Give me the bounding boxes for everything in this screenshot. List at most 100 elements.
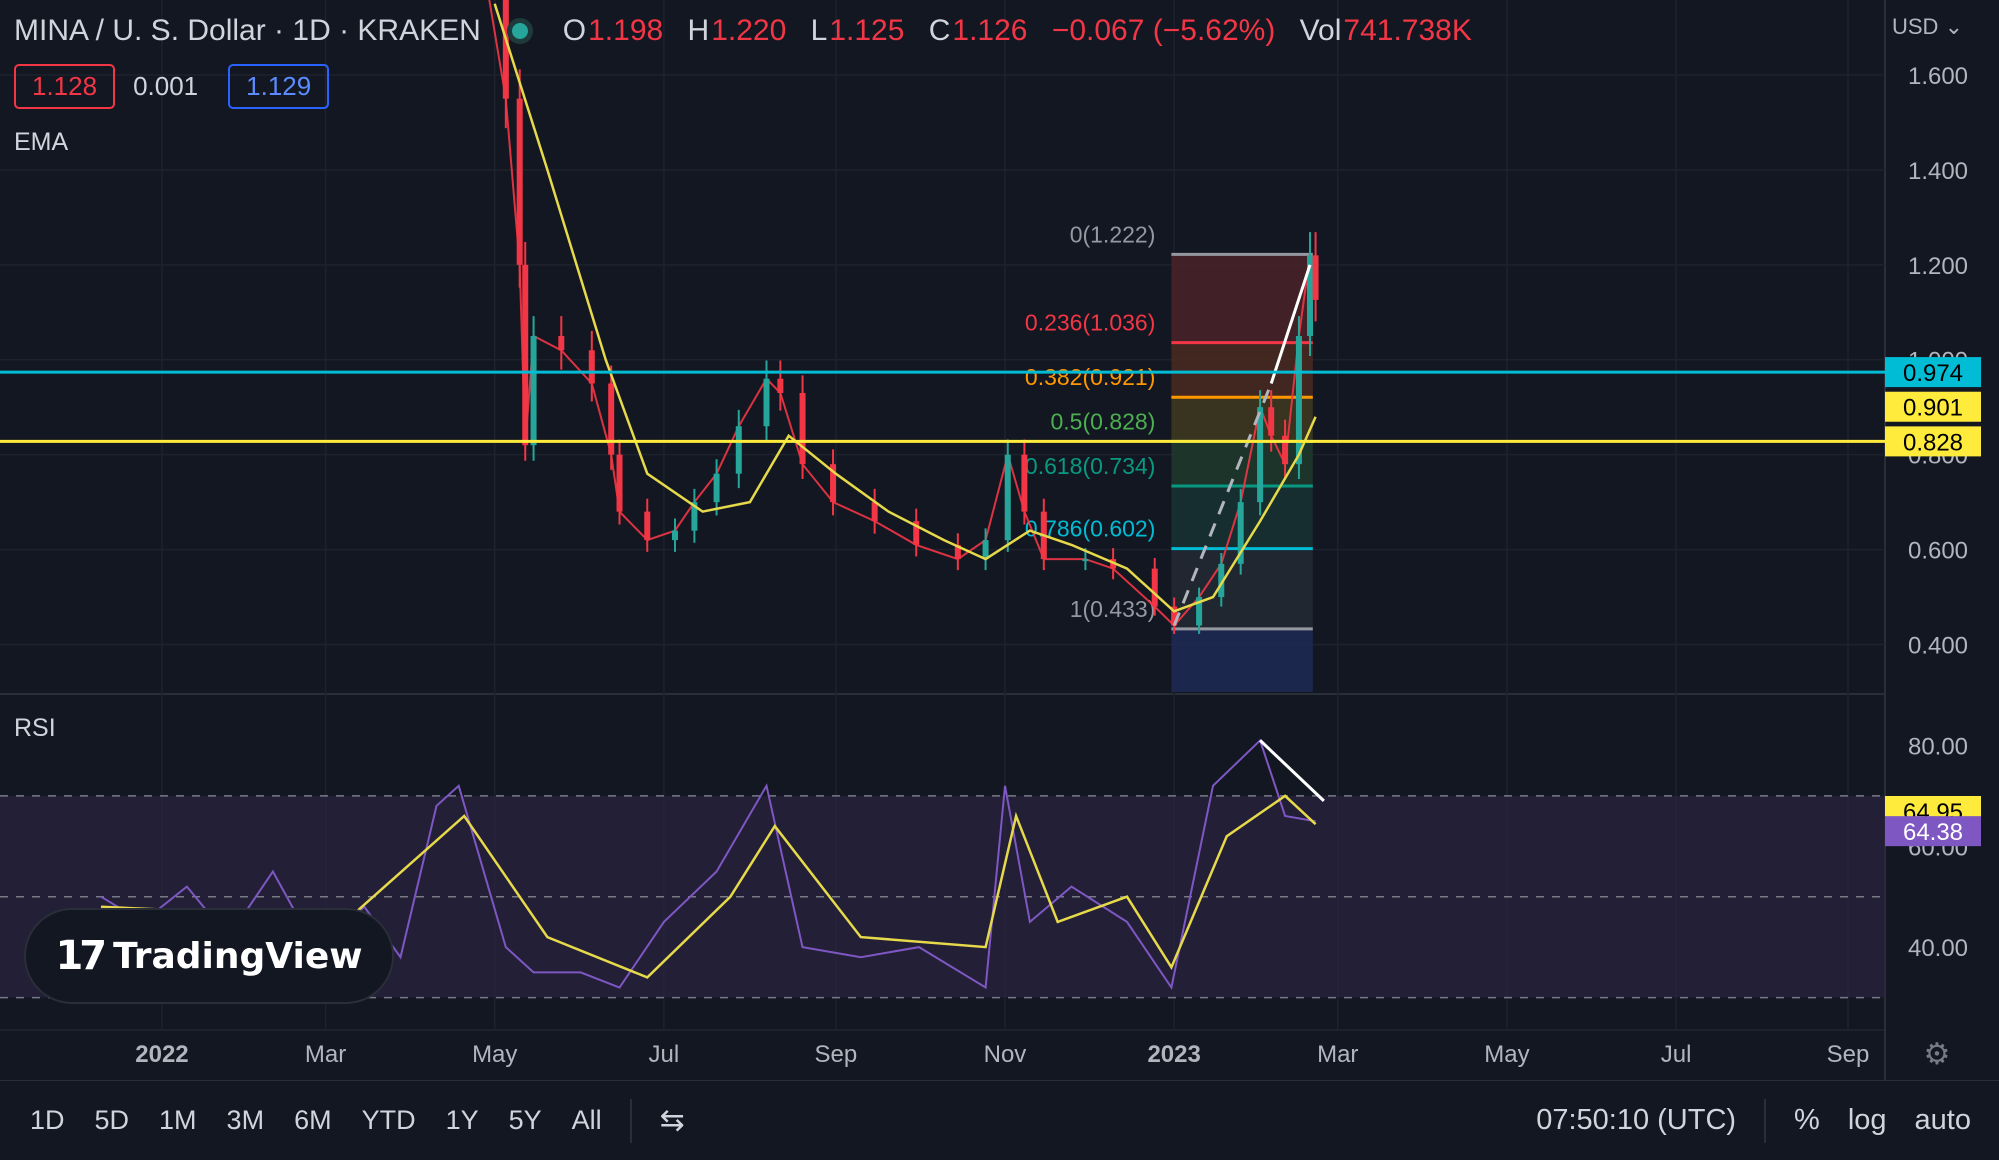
settings-gear-icon: ⚙: [1924, 1038, 1951, 1071]
candle-body: [1151, 568, 1158, 607]
candle-body: [913, 521, 920, 545]
price-tick-label: 1.200: [1908, 253, 1968, 280]
candle-body: [608, 383, 615, 455]
candle-body: [763, 378, 770, 427]
rsi-tick-label: 80.00: [1908, 733, 1968, 760]
clock-time[interactable]: 07:50:10 (UTC): [1536, 1104, 1737, 1136]
low-value: 1.125: [829, 14, 905, 47]
ema-indicator-label[interactable]: EMA: [14, 128, 69, 156]
candle-body: [1237, 502, 1244, 564]
fib-zone: [1171, 254, 1313, 343]
price-series: [488, 0, 1317, 627]
candle-body: [671, 530, 678, 541]
range-5d[interactable]: 5D: [94, 1105, 130, 1135]
price-tick-label: 0.600: [1908, 538, 1968, 565]
logo-text: TradingView: [113, 935, 363, 977]
fib-zone: [1171, 441, 1313, 487]
volume-value: 741.738K: [1343, 14, 1472, 47]
time-tick-label: Jul: [1661, 1041, 1692, 1068]
price-level-label: 0.828: [1903, 429, 1963, 456]
candle-body: [982, 540, 989, 560]
price-level-label: 0.901: [1903, 395, 1963, 422]
range-1d[interactable]: 1D: [30, 1105, 65, 1135]
spread-value: 0.001: [133, 71, 199, 101]
fib-level-label: 0(1.222): [1070, 221, 1156, 247]
candle-body: [1004, 454, 1011, 541]
price-tick-label: 0.400: [1908, 633, 1968, 660]
candle-body: [799, 392, 806, 465]
range-all[interactable]: All: [571, 1105, 602, 1135]
change-value: −0.067 (−5.62%): [1051, 14, 1276, 47]
trend-line: [1269, 264, 1312, 384]
buy-button[interactable]: 1.129: [228, 64, 330, 109]
price-level-label: 0.974: [1903, 360, 1963, 387]
price-label-box: [1885, 391, 1981, 422]
candle-body: [691, 502, 698, 531]
rsi-trend-line: [1259, 739, 1325, 802]
candle-body: [1021, 454, 1028, 512]
candle-body: [1307, 255, 1314, 337]
fib-level-label: 0.618(0.734): [1025, 453, 1155, 479]
log-scale-toggle[interactable]: log: [1847, 1104, 1887, 1136]
candle-body: [1257, 407, 1264, 503]
fib-zone: [1171, 342, 1313, 398]
candle-body: [616, 454, 623, 512]
time-tick-label: Jul: [649, 1041, 680, 1068]
time-tick-label: Sep: [1827, 1041, 1870, 1068]
candle-body: [871, 502, 878, 522]
close-value: 1.126: [952, 14, 1028, 47]
currency-selector[interactable]: USD ⌄: [1891, 14, 1963, 39]
candle-body: [830, 464, 837, 503]
candle-body: [954, 544, 961, 560]
rsi-indicator-label[interactable]: RSI: [14, 714, 56, 742]
market-status-icon[interactable]: [506, 18, 533, 44]
rsi-value-label: 64.38: [1903, 819, 1963, 846]
price-label-box: [1885, 357, 1981, 388]
range-1m[interactable]: 1M: [159, 1105, 197, 1135]
symbol-title[interactable]: MINA / U. S. Dollar · 1D · KRAKEN: [14, 14, 481, 47]
time-tick-label: 2023: [1147, 1041, 1200, 1068]
candle-body: [558, 336, 565, 351]
candle-body: [1312, 255, 1319, 300]
candle-body: [1082, 559, 1089, 562]
ema-line: [493, 3, 1317, 613]
ohlc-values: O1.198 H1.220 L1.125 C1.126 −0.067 (−5.6…: [562, 14, 1472, 47]
time-tick-label: Mar: [305, 1041, 346, 1068]
price-tick-label: 1.400: [1908, 158, 1968, 185]
tradingview-logo[interactable]: 17 TradingView: [24, 908, 394, 1004]
time-tick-label: Nov: [984, 1041, 1027, 1068]
auto-scale-toggle[interactable]: auto: [1914, 1104, 1971, 1136]
candle-body: [713, 473, 720, 503]
rsi-ma-line: [100, 794, 1317, 979]
fib-level-label: 0.236(1.036): [1025, 310, 1155, 336]
quote-row: 1.128 0.001 1.129: [14, 64, 330, 109]
goto-date-icon[interactable]: ⇆: [659, 1104, 685, 1137]
range-ytd[interactable]: YTD: [361, 1105, 416, 1135]
chevron-down-icon: ⌄: [1944, 14, 1963, 39]
candle-body: [1295, 336, 1302, 465]
candle-body: [1171, 606, 1178, 626]
time-tick-label: May: [1484, 1041, 1529, 1068]
candle-body: [530, 336, 537, 446]
rsi-value-box: [1885, 816, 1981, 847]
candle-body: [502, 0, 509, 99]
candle-body: [1268, 407, 1275, 436]
range-6m[interactable]: 6M: [294, 1105, 332, 1135]
percent-scale-toggle[interactable]: %: [1794, 1104, 1820, 1136]
tradingview-icon: 17: [55, 933, 107, 979]
time-tick-label: Mar: [1317, 1041, 1358, 1068]
candle-body: [588, 350, 595, 384]
range-3m[interactable]: 3M: [226, 1105, 265, 1135]
high-value: 1.220: [711, 14, 787, 47]
candle-body: [644, 511, 651, 541]
candle-body: [1282, 435, 1289, 465]
fib-level-label: 1(0.433): [1070, 596, 1156, 622]
sell-button[interactable]: 1.128: [14, 64, 116, 109]
candle-body: [735, 426, 742, 474]
range-1y[interactable]: 1Y: [445, 1105, 479, 1135]
fib-level-label: 0.382(0.921): [1025, 364, 1155, 390]
time-tick-label: 2022: [135, 1041, 188, 1068]
candle-body: [777, 378, 784, 393]
candle-body: [522, 264, 529, 446]
range-5y[interactable]: 5Y: [508, 1105, 542, 1135]
